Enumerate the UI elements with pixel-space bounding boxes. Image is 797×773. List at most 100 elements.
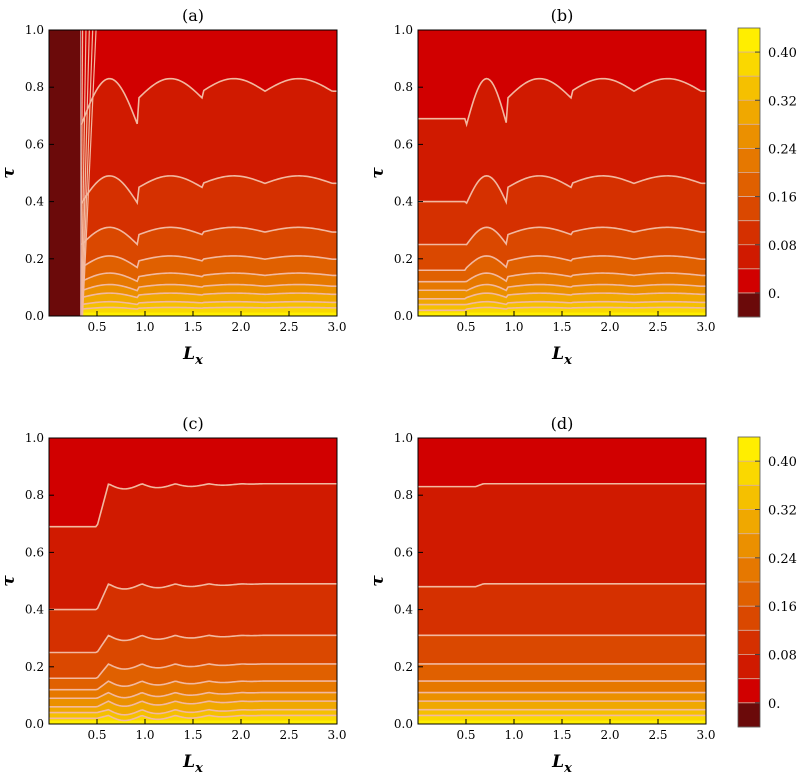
y-tick-label: 1.0 (25, 23, 44, 37)
colorbar-band (738, 28, 760, 53)
colorbar-band (738, 292, 760, 317)
colorbar-band (738, 244, 760, 269)
contour-line (81, 30, 94, 316)
contour-line (49, 680, 337, 691)
colorbar-band (738, 606, 760, 631)
y-axis-label: τ (368, 167, 388, 179)
colorbar-band (738, 220, 760, 245)
contour-line (418, 226, 706, 246)
zero-region (49, 30, 81, 316)
x-tick-label: 2.5 (279, 320, 298, 334)
x-tick-label: 2.5 (648, 728, 667, 742)
y-axis-label: τ (0, 575, 19, 587)
y-tick-label: 0.8 (394, 80, 413, 94)
y-tick-label: 0.2 (25, 660, 44, 674)
contour-line (418, 300, 706, 306)
panel-c: 0.5 1.0 1.5 2.0 2.5 3.0 0.0 0.2 0.4 0.6 0.8 1.0 (c) L… (0, 414, 347, 773)
colorbar-band (738, 702, 760, 727)
colorbar: 0.40 0.32 0.24 0.16 0.08 0. (737, 436, 797, 728)
x-tick-label: 1.5 (552, 728, 571, 742)
panel-b: 0.5 1.0 1.5 2.0 2.5 3.0 0.0 0.2 0.4 0.6 0.8 1.0 (b) L… (368, 6, 716, 368)
contour-line (418, 272, 706, 283)
contour-line (418, 482, 706, 488)
y-tick-label: 0.0 (394, 717, 413, 731)
y-tick-label: 0.0 (25, 309, 44, 323)
contour-line (418, 306, 706, 312)
colorbars-layer: 0.400.320.240.160.080.0.400.320.240.160.… (737, 27, 797, 728)
contour-line (418, 77, 706, 128)
colorbar-band (738, 678, 760, 703)
contour-line (49, 708, 337, 716)
x-tick-label: 1.0 (135, 728, 154, 742)
x-axis-label: Lx (551, 752, 572, 773)
panels-layer: 0.5 1.0 1.5 2.0 2.5 3.0 0.0 0.2 0.4 0.6 0.8 1.0 (a) L… (0, 6, 716, 773)
x-tick-label: 2.0 (600, 728, 619, 742)
contour-line (81, 272, 337, 283)
colorbar-tick-label: 0.16 (768, 600, 797, 615)
x-tick-label: 0.5 (456, 320, 475, 334)
x-tick-label: 3.0 (327, 728, 346, 742)
panel-label: (b) (551, 6, 574, 25)
colorbar-band (738, 654, 760, 679)
colorbar-tick-label: 0.16 (768, 191, 797, 206)
x-tick-label: 3.0 (696, 320, 715, 334)
colorbar-tick-label: 0.32 (768, 94, 797, 109)
y-tick-label: 0.4 (25, 195, 44, 209)
x-tick-label: 2.0 (231, 320, 250, 334)
contour-line (80, 226, 337, 246)
colorbar-frame (737, 436, 761, 728)
y-tick-label: 0.8 (25, 80, 44, 94)
colorbar-band (738, 76, 760, 101)
y-tick-label: 0.4 (394, 603, 413, 617)
colorbar-band (738, 533, 760, 558)
y-tick-label: 0.0 (25, 717, 44, 731)
x-tick-label: 1.5 (183, 320, 202, 334)
x-tick-label: 1.0 (135, 320, 154, 334)
contour-line (418, 255, 706, 272)
x-tick-label: 0.5 (87, 320, 106, 334)
x-tick-label: 0.5 (87, 728, 106, 742)
colorbar-band (738, 100, 760, 125)
panel-a: 0.5 1.0 1.5 2.0 2.5 3.0 0.0 0.2 0.4 0.6 0.8 1.0 (a) L… (0, 6, 347, 368)
contour-line (81, 300, 337, 306)
y-tick-label: 0.2 (25, 252, 44, 266)
colorbar-band (738, 509, 760, 534)
y-tick-label: 1.0 (25, 431, 44, 445)
y-axis-label: τ (0, 167, 19, 179)
contour-line (418, 175, 706, 205)
panel-label: (a) (182, 6, 204, 25)
colorbar-band (738, 630, 760, 655)
x-tick-label: 2.0 (600, 320, 619, 334)
y-tick-label: 0.8 (394, 488, 413, 502)
x-axis-label: Lx (182, 344, 203, 368)
heatmap-fill (418, 438, 706, 724)
contour-line (49, 583, 337, 611)
heatmap-fill (418, 30, 706, 316)
colorbar-tick-label: 0.08 (768, 649, 797, 664)
colorbar-tick-label: 0. (768, 287, 780, 302)
y-tick-label: 1.0 (394, 431, 413, 445)
contour-line (81, 30, 90, 316)
colorbar-band (738, 124, 760, 149)
x-tick-label: 1.5 (183, 728, 202, 742)
panel-label: (d) (551, 414, 574, 433)
x-tick-label: 3.0 (327, 320, 346, 334)
y-axis-label: τ (368, 575, 388, 587)
colorbar-tick-label: 0. (768, 697, 780, 712)
y-tick-label: 0.4 (394, 195, 413, 209)
colorbar-band (738, 172, 760, 197)
contour-line (81, 306, 337, 310)
colorbar-band (738, 52, 760, 77)
contour-line (49, 700, 337, 708)
x-tick-label: 1.0 (504, 320, 523, 334)
contour-line (80, 255, 337, 269)
y-tick-label: 0.8 (25, 488, 44, 502)
colorbar: 0.40 0.32 0.24 0.16 0.08 0. (737, 27, 797, 318)
colorbar-frame (737, 27, 761, 318)
panel-label: (c) (182, 414, 203, 433)
contour-line (49, 634, 337, 654)
contour-line (418, 292, 706, 300)
colorbar-band (738, 437, 760, 462)
colorbar-tick-label: 0.32 (768, 504, 797, 519)
